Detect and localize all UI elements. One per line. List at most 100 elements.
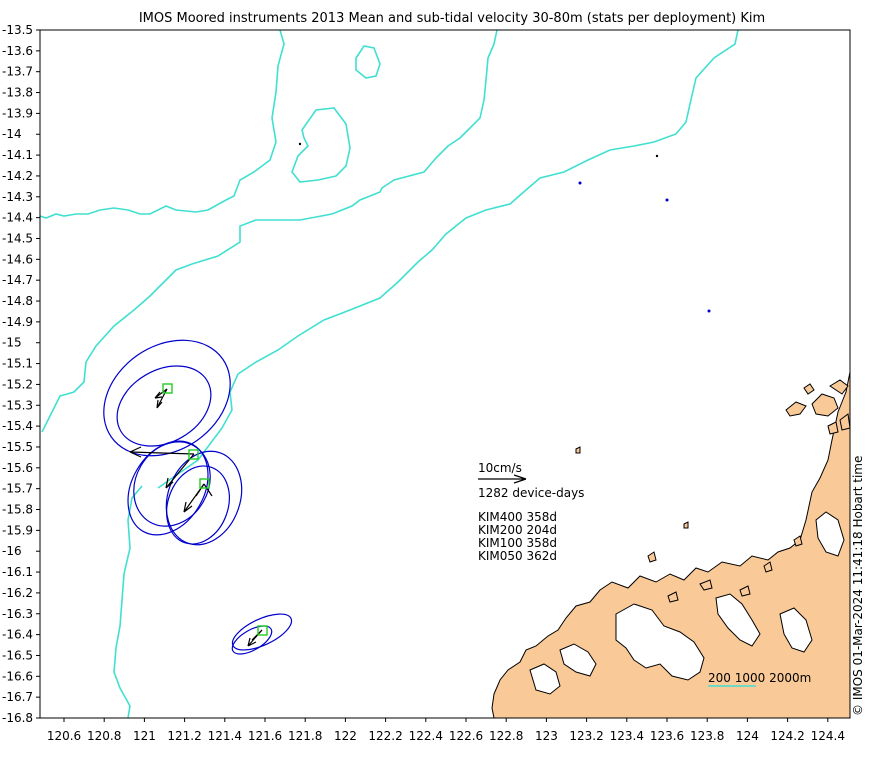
- x-tick-label: 123.2: [569, 729, 603, 743]
- kim200-marker: [188, 449, 199, 460]
- legend: 10cm/s 1282 device-days KIM400 358d KIM2…: [478, 461, 811, 687]
- x-tick-label: 124.4: [811, 729, 845, 743]
- y-tick-label: -15.2: [2, 377, 33, 391]
- x-tick-label: 124: [736, 729, 759, 743]
- kim400-ellipse-subtidal: [116, 365, 212, 447]
- y-tick-label: -15.9: [2, 523, 33, 537]
- x-tick-label: 121.4: [208, 729, 242, 743]
- y-tick-label: -16.8: [2, 711, 33, 725]
- y-tick-label: -14.9: [2, 315, 33, 329]
- x-tick-label: 121.8: [288, 729, 322, 743]
- axes-frame: [39, 29, 851, 719]
- x-tick-label: 122.8: [489, 729, 523, 743]
- coast-inlet: [529, 663, 561, 695]
- kim400-arrow-subtidal: [156, 388, 168, 409]
- kim050-ellipse-subtidal: [231, 625, 273, 655]
- y-tick-label: -13.9: [2, 106, 33, 120]
- isobath-2000m-south: [113, 485, 143, 719]
- legend-deployment: KIM050 362d: [478, 549, 557, 563]
- isobath-1000m: [39, 29, 285, 219]
- isobaths: [39, 29, 739, 719]
- kim100-ellipse-subtidal: [166, 465, 230, 545]
- kim050-ellipse-mean: [231, 613, 293, 651]
- y-tick-label: -14.3: [2, 190, 33, 204]
- y-tick-label: -15.8: [2, 503, 33, 517]
- reef-dots: [298, 142, 711, 313]
- kim100-arrow-subtidal: [195, 483, 213, 497]
- y-tick-label: -13.6: [2, 44, 33, 58]
- y-tick-label: -14.1: [2, 148, 33, 162]
- y-tick-label: -15.6: [2, 461, 33, 475]
- y-tick-label: -15.7: [2, 482, 33, 496]
- y-tick-label: -15.3: [2, 398, 33, 412]
- y-tick-label: -14.8: [2, 294, 33, 308]
- map-title: IMOS Moored instruments 2013 Mean and su…: [139, 11, 765, 26]
- legend-scale-arrow: [478, 474, 527, 484]
- y-tick-label: -16.3: [2, 607, 33, 621]
- legend-device-days: 1282 device-days: [478, 486, 584, 500]
- isobath-200m: [157, 29, 739, 489]
- coast-inlet: [815, 511, 845, 557]
- plot-area: 10cm/s 1282 device-days KIM400 358d KIM2…: [39, 29, 851, 719]
- x-tick-label: 122.2: [368, 729, 402, 743]
- y-axis-ticks: -13.5 -13.6 -13.7 -13.8 -13.9 -14 -14.1 -14.2 -1…: [2, 23, 40, 725]
- y-tick-label: -14.4: [2, 211, 33, 225]
- y-tick-label: -16.1: [2, 565, 33, 579]
- y-tick-label: -16.5: [2, 648, 33, 662]
- y-tick-label: -14.6: [2, 252, 33, 266]
- x-axis-ticks: 120.6 120.8 121 121.2 121.4 121.6 121.8 122 122.…: [47, 718, 845, 743]
- x-tick-label: 121: [133, 729, 156, 743]
- kim400-arrow: [154, 388, 168, 399]
- y-tick-label: -15.5: [2, 440, 33, 454]
- kim050-arrow-subtidal: [251, 629, 263, 641]
- kim400-marker: [162, 383, 173, 394]
- x-tick-label: 121.6: [248, 729, 282, 743]
- kim200-ellipse-subtidal: [133, 441, 211, 527]
- kim200-arrow: [129, 446, 195, 458]
- y-tick-label: -16.2: [2, 586, 33, 600]
- isobath-2000m: [41, 29, 498, 433]
- land-mass: [491, 371, 851, 719]
- credit-text: © IMOS 01-Mar-2024 11:41:18 Hobart time: [851, 456, 865, 716]
- station-markers: [162, 383, 268, 636]
- x-tick-label: 123: [535, 729, 558, 743]
- x-tick-label: 121.2: [167, 729, 201, 743]
- x-tick-label: 120.6: [47, 729, 81, 743]
- y-tick-label: -14.2: [2, 169, 33, 183]
- seamount-contour: [291, 107, 351, 183]
- y-tick-label: -16.7: [2, 690, 33, 704]
- y-tick-label: -13.5: [2, 23, 33, 37]
- y-tick-label: -16: [2, 544, 22, 558]
- seamount-contour: [355, 45, 381, 79]
- x-tick-label: 123.4: [610, 729, 644, 743]
- variance-ellipses: [103, 339, 293, 655]
- y-tick-label: -15: [2, 336, 22, 350]
- x-tick-label: 123.6: [650, 729, 684, 743]
- legend-scale-label: 10cm/s: [478, 461, 522, 475]
- legend-isobaths: 200 1000 2000m: [708, 671, 811, 685]
- legend-deployment: KIM400 358d: [478, 510, 557, 524]
- x-tick-label: 122: [334, 729, 357, 743]
- x-tick-label: 122.4: [409, 729, 443, 743]
- x-tick-label: 124.2: [770, 729, 804, 743]
- y-tick-label: -16.6: [2, 669, 33, 683]
- x-tick-label: 122.6: [449, 729, 483, 743]
- legend-deployment: KIM100 358d: [478, 536, 557, 550]
- y-tick-label: -13.8: [2, 86, 33, 100]
- x-tick-label: 120.8: [87, 729, 121, 743]
- y-tick-label: -16.4: [2, 628, 33, 642]
- y-tick-label: -15.4: [2, 419, 33, 433]
- kim400-ellipse-mean: [103, 339, 231, 457]
- x-tick-label: 123.8: [690, 729, 724, 743]
- kim050-marker: [257, 625, 268, 636]
- velocity-arrows: [129, 388, 263, 647]
- y-tick-label: -15.1: [2, 357, 33, 371]
- y-tick-label: -13.7: [2, 65, 33, 79]
- coast-inlet: [615, 603, 705, 681]
- y-tick-label: -14.7: [2, 273, 33, 287]
- coast-inlet: [715, 593, 761, 647]
- coast-inlet: [559, 643, 597, 677]
- coast-inlet: [779, 607, 813, 653]
- y-tick-label: -14: [2, 127, 22, 141]
